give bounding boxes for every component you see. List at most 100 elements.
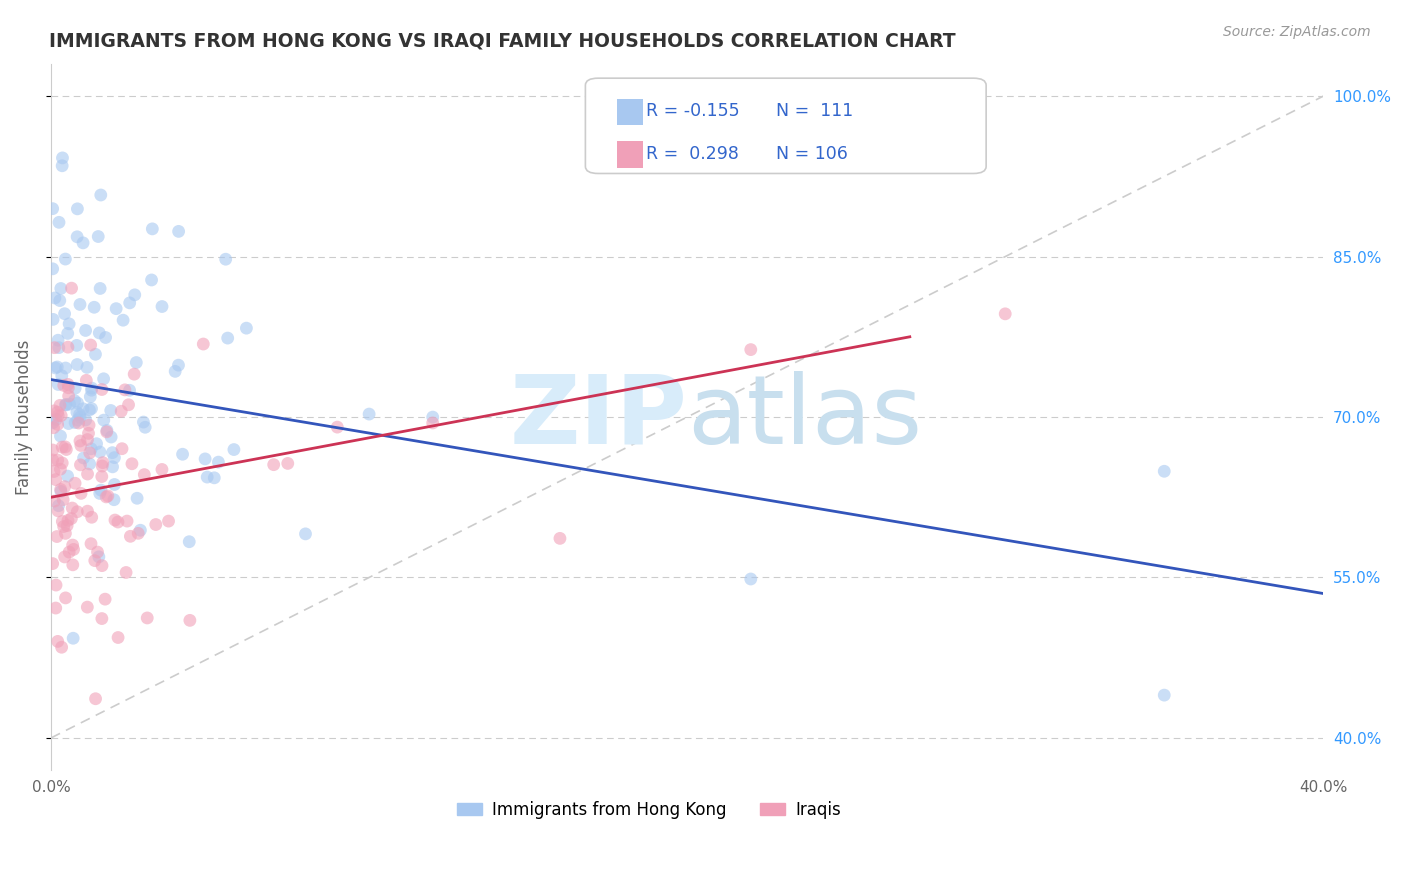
- Point: [359, 407, 381, 421]
- Point: [55, 442, 77, 457]
- Point: [104, 513, 127, 527]
- Point: [94, 592, 117, 607]
- Point: [422, 410, 444, 425]
- Point: [114, 383, 136, 397]
- Point: [44, 341, 66, 355]
- Point: [84, 347, 107, 361]
- Point: [96, 423, 118, 437]
- Point: [69, 297, 91, 311]
- Point: [89, 486, 111, 500]
- Point: [49, 398, 72, 412]
- Point: [120, 529, 142, 543]
- Point: [46, 504, 69, 518]
- Point: [45, 601, 67, 615]
- Point: [55, 526, 77, 541]
- Point: [76, 360, 98, 375]
- Point: [100, 430, 122, 444]
- FancyBboxPatch shape: [617, 99, 643, 126]
- Point: [75, 323, 97, 337]
- Point: [121, 457, 143, 471]
- Point: [89, 326, 111, 340]
- Point: [103, 450, 125, 465]
- Point: [51, 159, 73, 173]
- Point: [93, 413, 115, 427]
- Point: [83, 300, 105, 314]
- Point: [41, 453, 63, 467]
- Point: [89, 281, 111, 295]
- Point: [111, 442, 134, 456]
- Point: [63, 393, 86, 408]
- Point: [94, 330, 117, 344]
- Point: [179, 534, 201, 549]
- Point: [45, 530, 67, 544]
- Point: [69, 434, 91, 448]
- Point: [58, 317, 80, 331]
- Legend: Immigrants from Hong Kong, Iraqis: Immigrants from Hong Kong, Iraqis: [450, 794, 848, 825]
- Point: [91, 456, 114, 470]
- FancyBboxPatch shape: [585, 78, 986, 173]
- Point: [72, 235, 94, 250]
- Point: [77, 426, 100, 441]
- Point: [101, 445, 124, 459]
- Point: [49, 293, 72, 308]
- Point: [80, 381, 103, 395]
- Point: [46, 453, 69, 467]
- Point: [194, 451, 217, 466]
- Point: [42, 465, 65, 479]
- Point: [103, 477, 125, 491]
- Point: [66, 405, 89, 419]
- Point: [51, 151, 73, 165]
- Point: [49, 484, 72, 499]
- Point: [62, 558, 84, 572]
- Point: [76, 433, 98, 447]
- Point: [49, 281, 72, 295]
- Point: [80, 442, 103, 456]
- Point: [51, 515, 73, 529]
- Point: [69, 410, 91, 425]
- Point: [42, 312, 65, 326]
- Point: [70, 438, 93, 452]
- Point: [124, 288, 146, 302]
- Point: [263, 458, 285, 472]
- Point: [132, 415, 155, 429]
- Point: [195, 470, 218, 484]
- Point: [41, 557, 63, 571]
- Point: [41, 202, 63, 216]
- Point: [101, 459, 124, 474]
- Point: [55, 591, 77, 605]
- Point: [44, 360, 66, 375]
- Text: atlas: atlas: [688, 370, 922, 464]
- Point: [167, 224, 190, 238]
- Point: [69, 458, 91, 472]
- Point: [179, 613, 201, 627]
- Point: [122, 367, 145, 381]
- Point: [150, 462, 173, 476]
- Y-axis label: Family Households: Family Households: [15, 339, 32, 495]
- Point: [49, 483, 72, 497]
- Point: [79, 338, 101, 352]
- Point: [66, 338, 89, 352]
- Point: [46, 405, 69, 419]
- Point: [129, 523, 152, 537]
- Point: [58, 417, 80, 431]
- Point: [740, 343, 762, 357]
- Point: [994, 307, 1017, 321]
- Point: [49, 462, 72, 476]
- Point: [127, 526, 149, 541]
- Point: [66, 505, 89, 519]
- Point: [277, 457, 299, 471]
- Point: [46, 409, 69, 423]
- Text: R = -0.155: R = -0.155: [647, 103, 740, 120]
- Text: ZIP: ZIP: [509, 370, 688, 464]
- Point: [76, 504, 98, 518]
- Point: [97, 489, 120, 503]
- Text: N =  111: N = 111: [776, 103, 853, 120]
- Point: [202, 471, 225, 485]
- Point: [60, 511, 83, 525]
- Point: [105, 301, 128, 316]
- Point: [90, 611, 112, 625]
- Point: [96, 490, 118, 504]
- Point: [45, 473, 67, 487]
- Point: [58, 397, 80, 411]
- Text: R =  0.298: R = 0.298: [647, 145, 740, 162]
